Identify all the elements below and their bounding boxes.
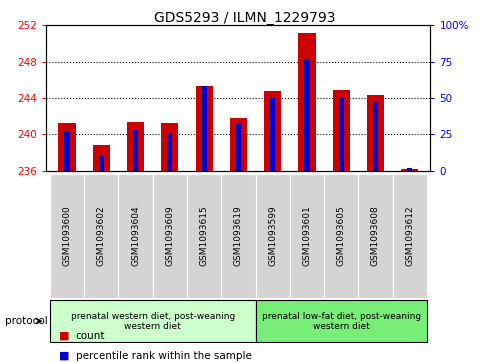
Text: GSM1093619: GSM1093619	[233, 205, 243, 266]
Bar	[221, 174, 255, 298]
Bar	[235, 124, 241, 171]
Bar	[289, 174, 324, 298]
Bar	[229, 118, 246, 171]
Text: GSM1093615: GSM1093615	[199, 205, 208, 266]
Text: GDS5293 / ILMN_1229793: GDS5293 / ILMN_1229793	[153, 11, 335, 25]
Bar	[255, 174, 289, 298]
Bar	[84, 174, 118, 298]
Bar	[366, 95, 383, 171]
Bar	[93, 145, 110, 171]
Bar	[50, 174, 84, 298]
Bar	[255, 300, 426, 342]
Bar	[332, 90, 349, 171]
Bar	[161, 123, 178, 171]
Bar	[195, 86, 212, 171]
Bar	[64, 131, 69, 171]
Text: GSM1093600: GSM1093600	[62, 205, 71, 266]
Bar	[264, 91, 281, 171]
Text: percentile rank within the sample: percentile rank within the sample	[76, 351, 251, 361]
Text: GSM1093609: GSM1093609	[165, 205, 174, 266]
Text: GSM1093604: GSM1093604	[131, 205, 140, 266]
Bar	[152, 174, 186, 298]
Text: GSM1093605: GSM1093605	[336, 205, 345, 266]
Bar	[59, 122, 76, 171]
Text: prenatal low-fat diet, post-weaning
western diet: prenatal low-fat diet, post-weaning west…	[261, 311, 420, 331]
Bar	[50, 300, 255, 342]
Bar	[324, 174, 358, 298]
Text: GSM1093602: GSM1093602	[97, 205, 105, 266]
Bar	[186, 174, 221, 298]
Bar	[167, 134, 172, 171]
Bar	[400, 169, 417, 171]
Bar	[338, 98, 343, 171]
Bar	[372, 102, 377, 171]
Text: GSM1093608: GSM1093608	[370, 205, 379, 266]
Bar	[127, 122, 144, 171]
Text: GSM1093599: GSM1093599	[267, 205, 277, 266]
Text: GSM1093612: GSM1093612	[405, 205, 413, 266]
Bar	[133, 130, 138, 171]
Text: protocol: protocol	[5, 316, 47, 326]
Text: GSM1093601: GSM1093601	[302, 205, 311, 266]
Bar	[392, 174, 426, 298]
Bar	[269, 98, 275, 171]
Text: ■: ■	[59, 331, 69, 341]
Text: count: count	[76, 331, 105, 341]
Bar	[304, 59, 309, 171]
Bar	[298, 33, 315, 171]
Text: prenatal western diet, post-weaning
western diet: prenatal western diet, post-weaning west…	[70, 311, 234, 331]
Text: ■: ■	[59, 351, 69, 361]
Bar	[358, 174, 392, 298]
Bar	[407, 168, 411, 171]
Bar	[118, 174, 152, 298]
Bar	[201, 86, 206, 171]
Bar	[99, 156, 103, 171]
